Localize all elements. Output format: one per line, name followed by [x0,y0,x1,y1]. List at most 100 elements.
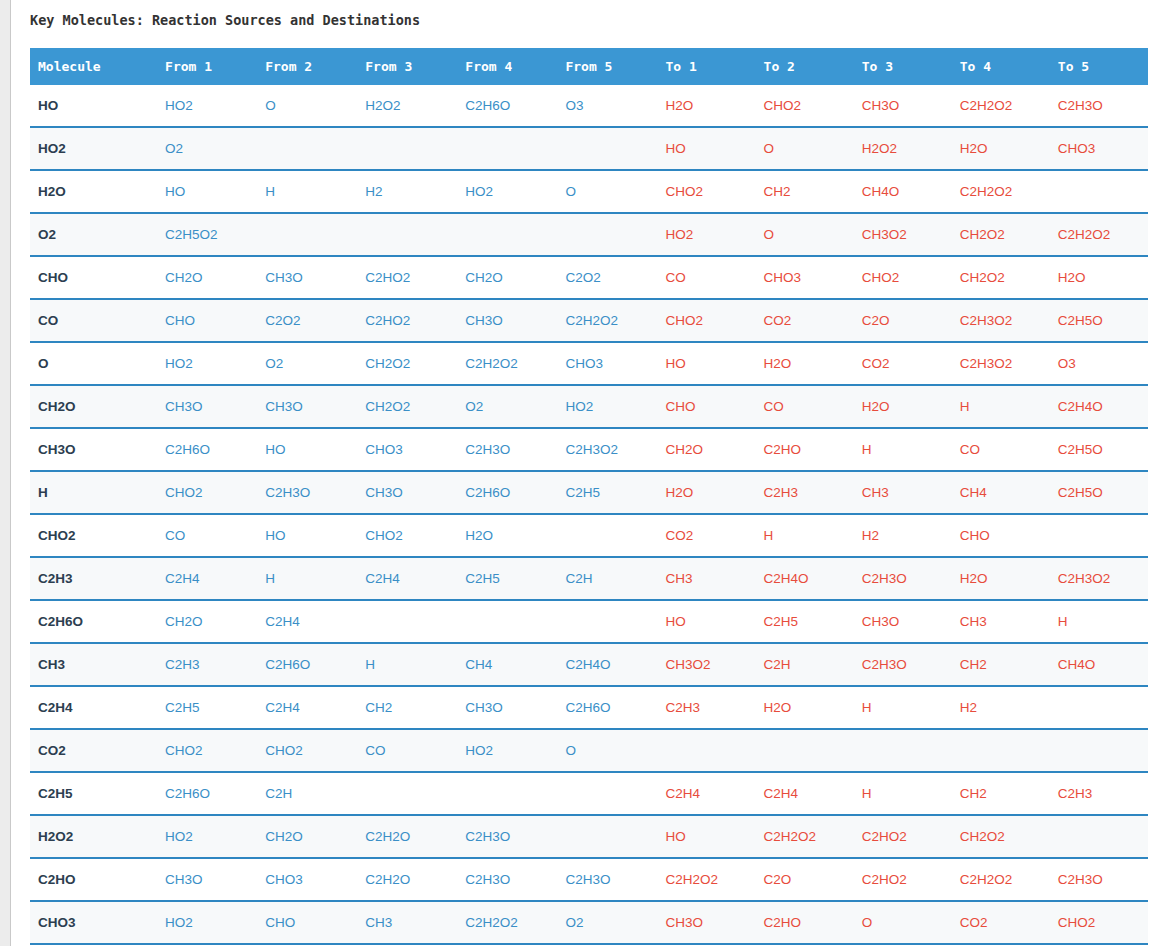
table-row: C2H4C2H5C2H4CH2CH3OC2H6OC2H3H2OHH2 [30,686,1148,729]
to-cell: CO2 [854,342,952,385]
table-row: C2H6OCH2OC2H4HOC2H5CH3OCH3H [30,600,1148,643]
molecule-cell: CO [30,299,157,342]
to-cell: CH3 [854,471,952,514]
from-cell: O3 [557,85,657,127]
to-cell [952,729,1050,772]
table-row: CHOCH2OCH3OC2HO2CH2OC2O2COCHO3CHO2CH2O2H… [30,256,1148,299]
from-cell: CHO2 [157,729,257,772]
from-cell: C2H [257,772,357,815]
table-row: O2C2H5O2HO2OCH3O2CH2O2C2H2O2 [30,213,1148,256]
molecule-cell: CH3O [30,428,157,471]
to-cell: H2O [756,342,854,385]
to-cell: C2H2O2 [952,85,1050,127]
from-cell: H2O [457,514,557,557]
from-cell: C2H5 [157,686,257,729]
table-row: HO2O2HOOH2O2H2OCHO3 [30,127,1148,170]
to-cell: CH3O [658,901,756,943]
table-row: C2H5C2H6OC2HC2H4C2H4HCH2C2H3 [30,772,1148,815]
from-cell: CHO3 [257,858,357,901]
molecule-cell: H2O2 [30,815,157,858]
to-cell [1050,815,1148,858]
to-cell: C2HO [756,428,854,471]
from-cell: H [357,643,457,686]
from-cell: C2H2O [357,858,457,901]
to-cell: CH3 [952,600,1050,643]
to-cell [1050,686,1148,729]
from-cell [457,127,557,170]
to-cell: C2HO [756,901,854,943]
from-cell: C2HO2 [357,299,457,342]
from-cell: CHO2 [357,514,457,557]
to-cell: C2H3O [854,643,952,686]
from-cell: CH3O [157,385,257,428]
to-cell: O [756,127,854,170]
from-cell: CH3O [457,299,557,342]
to-cell: CHO2 [658,299,756,342]
from-cell [457,600,557,643]
to-cell: CH2 [952,772,1050,815]
molecule-cell: CHO3 [30,901,157,943]
column-header-from-2: From 2 [257,48,357,85]
to-cell [756,729,854,772]
to-cell: H [952,385,1050,428]
page-title: Key Molecules: Reaction Sources and Dest… [30,12,1148,28]
to-cell: CO2 [952,901,1050,943]
from-cell [557,127,657,170]
to-cell: C2H4 [658,772,756,815]
molecule-cell: H [30,471,157,514]
from-cell: CHO3 [557,342,657,385]
from-cell [357,127,457,170]
to-cell: C2H3O2 [952,342,1050,385]
to-cell: CH3O [854,85,952,127]
from-cell: CH2O2 [357,342,457,385]
column-header-to-1: To 1 [658,48,756,85]
to-cell: CH4O [1050,643,1148,686]
to-cell: C2H5O [1050,299,1148,342]
from-cell: HO2 [157,85,257,127]
column-header-from-3: From 3 [357,48,457,85]
from-cell [457,772,557,815]
column-header-from-1: From 1 [157,48,257,85]
from-cell: C2H3O [457,815,557,858]
molecule-cell: CHO2 [30,514,157,557]
to-cell: H2O [658,471,756,514]
table-body: HOHO2OH2O2C2H6OO3H2OCHO2CH3OC2H2O2C2H3OH… [30,85,1148,943]
from-cell: C2H3 [157,643,257,686]
to-cell [854,729,952,772]
from-cell: C2H4 [157,557,257,600]
to-cell: C2H3O2 [952,299,1050,342]
to-cell: CHO3 [1050,127,1148,170]
from-cell: C2H2O [357,815,457,858]
table-row: CHO3HO2CHOCH3C2H2O2O2CH3OC2HOOCO2CHO2 [30,901,1148,943]
column-header-from-5: From 5 [557,48,657,85]
to-cell: CH2 [756,170,854,213]
table-row: HOHO2OH2O2C2H6OO3H2OCHO2CH3OC2H2O2C2H3O [30,85,1148,127]
from-cell: HO2 [457,729,557,772]
to-cell: H [854,428,952,471]
from-cell: C2H6O [257,643,357,686]
to-cell: C2H5 [756,600,854,643]
to-cell: CO2 [658,514,756,557]
to-cell: C2H3 [658,686,756,729]
to-cell: HO [658,815,756,858]
from-cell: HO2 [157,815,257,858]
from-cell [257,127,357,170]
from-cell: HO [257,514,357,557]
from-cell [357,772,457,815]
from-cell: HO2 [457,170,557,213]
to-cell: C2H5O [1050,471,1148,514]
to-cell: CH3 [658,557,756,600]
to-cell: C2H2O2 [658,858,756,901]
from-cell: HO2 [157,342,257,385]
to-cell: CHO2 [1050,901,1148,943]
molecule-cell: CO2 [30,729,157,772]
to-cell: CH2O [658,428,756,471]
to-cell: CHO [658,385,756,428]
from-cell: CH2O [257,815,357,858]
to-cell: O3 [1050,342,1148,385]
to-cell: C2H3O [1050,85,1148,127]
from-cell [357,600,457,643]
to-cell: C2H2O2 [1050,213,1148,256]
from-cell: C2H3O [257,471,357,514]
column-header-to-5: To 5 [1050,48,1148,85]
